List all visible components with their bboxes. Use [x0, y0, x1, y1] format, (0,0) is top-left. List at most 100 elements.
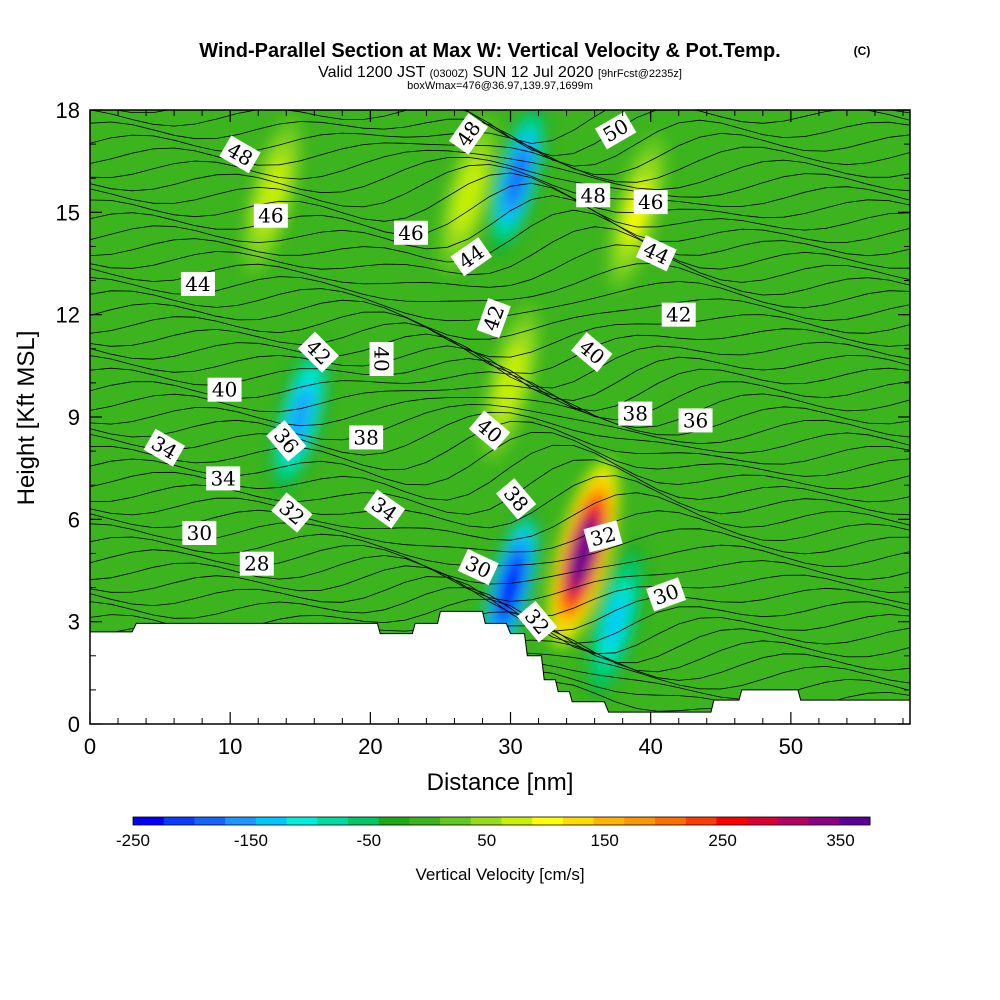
colorbar-tick-label: -150: [234, 831, 268, 850]
theta-contour-line: [90, 149, 910, 191]
subtitle-valid: Valid 1200 JST: [318, 64, 426, 81]
theta-label: 40: [207, 377, 242, 402]
theta-label: 30: [182, 520, 217, 545]
theta-label: 38: [349, 425, 384, 450]
theta-label-text: 38: [353, 425, 378, 449]
theta-label-box: [271, 492, 313, 533]
theta-contour-line: [90, 110, 910, 157]
theta-label-text: 40: [212, 378, 237, 402]
theta-label: 28: [239, 551, 274, 576]
theta-label-text: 42: [666, 303, 691, 327]
colorbar-swatch: [777, 817, 810, 825]
y-tick-label: 18: [56, 98, 80, 123]
colorbar-swatch: [317, 817, 349, 825]
colorbar-swatch: [225, 817, 257, 825]
colorbar-swatch: [532, 817, 564, 825]
theta-contour-line: [90, 510, 910, 553]
theta-label-box: [571, 332, 613, 373]
theta-label-box: [576, 183, 611, 208]
title-mark: (C): [854, 44, 871, 58]
theta-label-text: 44: [185, 272, 210, 296]
velocity-downdraft-blob: [500, 560, 521, 615]
x-tick-label: 40: [638, 734, 662, 759]
colorbar-label: Vertical Velocity [cm/s]: [415, 865, 584, 884]
theta-label-box: [448, 113, 489, 155]
colorbar-tick-label: -250: [116, 831, 150, 850]
theta-contour-line: [113, 110, 910, 144]
theta-contour-line: [90, 404, 910, 445]
colorbar-swatch: [685, 817, 717, 825]
theta-label: 46: [253, 203, 288, 228]
theta-label: 40: [369, 342, 394, 377]
theta-label-box: [393, 220, 428, 245]
colorbar-swatch: [716, 817, 748, 825]
theta-contour-line: [90, 492, 910, 541]
colorbar-tick-label: 150: [590, 831, 618, 850]
x-tick-label: 50: [779, 734, 803, 759]
theta-label: 32: [583, 520, 623, 553]
y-tick-label: 9: [68, 405, 80, 430]
velocity-downdraft-blob: [289, 389, 311, 445]
theta-contour-line: [90, 396, 910, 436]
box-info: boxWmax=476@36.97,139.97,1699m: [407, 80, 593, 92]
colorbar-tick-label: -50: [357, 831, 382, 850]
colorbar-swatch: [839, 817, 871, 825]
theta-contour-line: [90, 195, 910, 250]
subtitle-utc: (0300Z): [430, 68, 469, 80]
theta-contour-line: [90, 298, 910, 340]
velocity-field: [90, 110, 910, 724]
theta-contour-line: [90, 555, 910, 602]
theta-label-box: [297, 331, 339, 373]
theta-label-box: [349, 425, 384, 450]
theta-contour-line: [90, 587, 910, 644]
theta-label-text: 38: [623, 402, 648, 426]
theta-label-box: [635, 235, 677, 272]
colorbar-swatch: [655, 817, 687, 825]
colorbar-swatch: [808, 817, 840, 825]
theta-label-box: [661, 302, 696, 327]
colorbar-swatch: [747, 817, 779, 825]
y-tick-label: 15: [56, 200, 80, 225]
x-tick-label: 20: [358, 734, 382, 759]
theta-label-box: [253, 203, 288, 228]
x-tick-label: 30: [498, 734, 522, 759]
theta-label-box: [266, 420, 307, 462]
colorbar-swatch: [624, 817, 656, 825]
colorbar-swatch: [440, 817, 472, 825]
theta-contour-line: [90, 475, 910, 529]
theta-label-box: [633, 190, 668, 215]
theta-contour-line: [90, 411, 910, 456]
theta-contour-line: [90, 118, 910, 167]
theta-label-box: [678, 408, 713, 433]
theta-label-text: 46: [398, 221, 423, 245]
theta-label-text: 40: [370, 346, 394, 371]
theta-contour-line: [90, 263, 910, 303]
theta-contour-line: [90, 226, 910, 276]
theta-label-text: 34: [210, 466, 235, 490]
theta-contour-line: [90, 333, 910, 389]
theta-label: 36: [678, 408, 713, 433]
colorbar-tick-label: 50: [477, 831, 496, 850]
theta-label-box: [369, 342, 394, 377]
chart-subtitle: Valid 1200 JST (0300Z) SUN 12 Jul 2020 […: [318, 64, 682, 81]
theta-label-box: [583, 520, 623, 553]
chart-title: Wind-Parallel Section at Max W: Vertical…: [199, 40, 780, 62]
colorbar-swatch: [470, 817, 502, 825]
theta-contour-line: [90, 172, 910, 222]
theta-label-box: [646, 577, 687, 612]
subtitle-fcst: [9hrFcst@2235z]: [598, 68, 682, 80]
theta-label-box: [517, 600, 558, 643]
theta-contour-line: [90, 209, 910, 263]
theta-label-box: [495, 478, 537, 520]
theta-contour-line: [90, 156, 910, 198]
theta-label-text: 48: [580, 183, 605, 207]
theta-label-box: [239, 551, 274, 576]
y-tick-label: 6: [68, 507, 80, 532]
theta-label-box: [476, 297, 511, 339]
theta-label: 48: [576, 183, 611, 208]
theta-label-box: [143, 428, 186, 467]
theta-label-box: [180, 271, 215, 296]
terrain-mask: [90, 610, 910, 724]
